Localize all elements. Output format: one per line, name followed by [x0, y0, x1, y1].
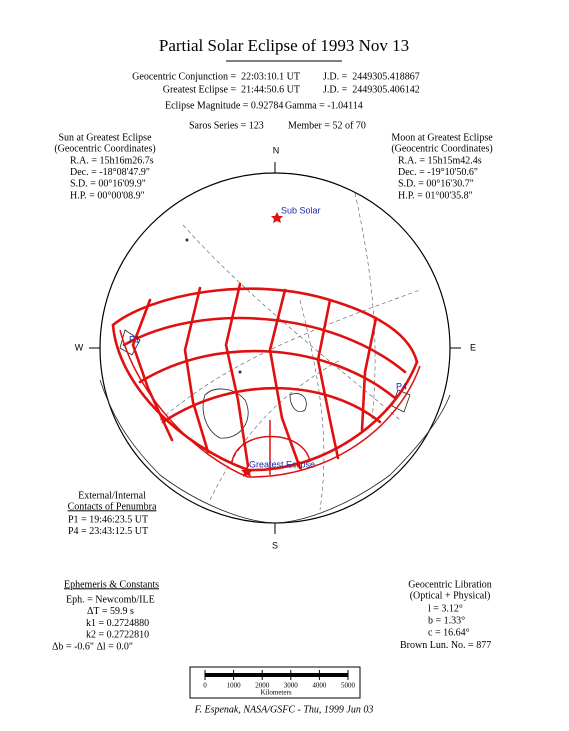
sun-line: S.D. = 00°16'09.9" [70, 179, 146, 190]
sun-line: R.A. = 15h16m26.7s [70, 155, 154, 166]
moon-line: H.P. = 01°00'35.8" [398, 190, 473, 201]
sun-heading: Sun at Greatest Eclipse [58, 132, 152, 143]
ephemeris-line: k2 = 0.2722810 [86, 630, 149, 641]
ephemeris-heading: Ephemeris & Constants [64, 579, 159, 590]
ephemeris-line: k1 = 0.2724880 [86, 618, 149, 629]
conjunction-jd: J.D. = 2449305.418867 [323, 71, 420, 82]
sub-solar: Sub Solar [281, 205, 321, 215]
libration-line: c = 16.64° [428, 628, 470, 639]
contact-line: P4 = 23:43:12.5 UT [68, 526, 148, 537]
libration-heading: Geocentric Libration [408, 579, 492, 590]
libration-line: l = 3.12° [428, 603, 463, 614]
north: N [273, 145, 280, 155]
moon-subheading: (Geocentric Coordinates) [391, 143, 492, 154]
saros: Saros Series = 123 [189, 120, 264, 131]
moon-line: Dec. = -19°10'50.6" [398, 167, 478, 178]
contacts-heading: External/Internal [78, 490, 146, 501]
ephemeris-line: Eph. = Newcomb/ILE [66, 594, 155, 605]
scale-tick-label: 1000 [227, 682, 242, 690]
east: E [470, 342, 476, 352]
moon-line: S.D. = 00°16'30.7" [398, 179, 474, 190]
title: Partial Solar Eclipse of 1993 Nov 13 [159, 36, 409, 55]
sun-line: Dec. = -18°08'47.9" [70, 167, 150, 178]
west: W [75, 342, 84, 352]
gamma: Gamma = -1.04114 [285, 100, 363, 111]
greatest-jd: J.D. = 2449305.406142 [323, 84, 420, 95]
footer: F. Espenak, NASA/GSFC - Thu, 1999 Jun 03 [194, 704, 374, 715]
scale-box [189, 666, 361, 699]
scale-tick-label: 2000 [255, 682, 270, 690]
greatest: Greatest Eclipse = 21:44:50.6 UT [163, 84, 300, 95]
contact-line: P1 = 19:46:23.5 UT [68, 514, 148, 525]
libration-line: Brown Lun. No. = 877 [400, 640, 491, 651]
conjunction: Geocentric Conjunction = 22:03:10.1 UT [132, 71, 300, 82]
eclipse-curves [111, 282, 421, 478]
ephemeris-line: Δb = -0.6" Δl = 0.0" [52, 641, 133, 652]
magnitude: Eclipse Magnitude = 0.92784 [165, 100, 283, 111]
p1: P1 [129, 334, 140, 344]
scale-tick-label: 5000 [341, 682, 356, 690]
ephemeris-line: ΔT = 59.9 s [87, 606, 134, 617]
markers [241, 212, 283, 477]
contacts-subheading: Contacts of Penumbra [68, 501, 157, 512]
south: S [272, 540, 278, 550]
scale-tick-label: 0 [203, 682, 207, 690]
moon-line: R.A. = 15h15m42.4s [398, 155, 482, 166]
libration-subheading: (Optical + Physical) [410, 590, 491, 601]
member: Member = 52 of 70 [288, 120, 366, 131]
libration-line: b = 1.33° [428, 615, 465, 626]
greatest-eclipse: Greatest Eclipse [249, 459, 315, 469]
sun-line: H.P. = 00°00'08.9" [70, 190, 145, 201]
moon-heading: Moon at Greatest Eclipse [391, 132, 493, 143]
scale-tick-label: 3000 [284, 682, 299, 690]
sun-subheading: (Geocentric Coordinates) [54, 143, 155, 154]
scale-unit: Kilometers [260, 689, 291, 697]
scale-tick-label: 4000 [312, 682, 327, 690]
p4: P4 [396, 381, 407, 391]
scale-bar [205, 673, 348, 677]
